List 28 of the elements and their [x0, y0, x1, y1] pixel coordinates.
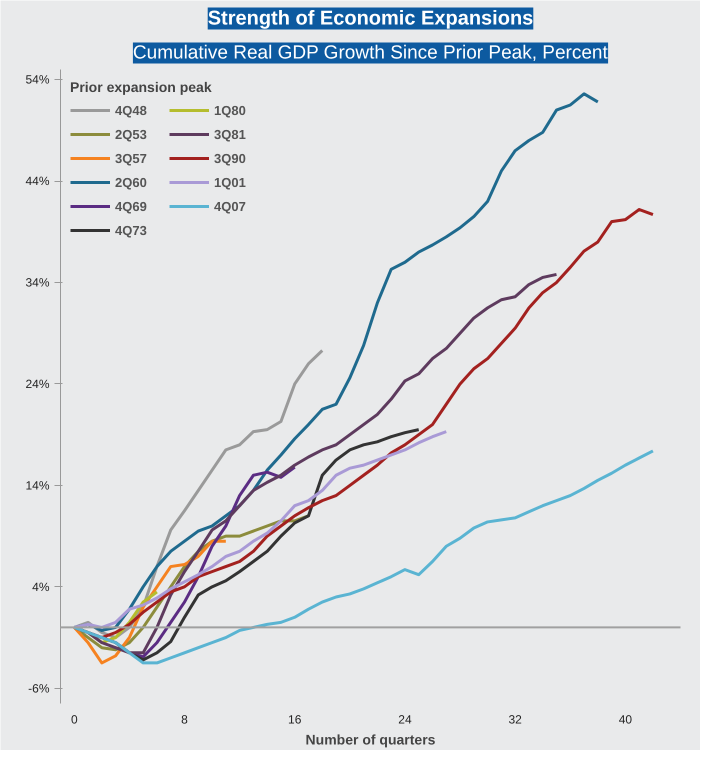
x-tick-label: 32	[508, 712, 522, 726]
legend-label: 1Q01	[214, 174, 247, 190]
chart-title: Strength of Economic Expansions	[208, 8, 534, 30]
chart-subtitle: Cumulative Real GDP Growth Since Prior Peak, Percent	[132, 42, 608, 64]
legend-label: 3Q90	[214, 150, 247, 166]
y-tick-label: -6%	[28, 681, 50, 696]
x-tick-label: 40	[618, 712, 632, 726]
legend-label: 3Q81	[214, 126, 247, 142]
y-tick-label: 24%	[25, 376, 50, 391]
legend-label: 3Q57	[115, 150, 148, 166]
legend-label: 4Q07	[214, 198, 247, 214]
legend-label: 1Q80	[214, 102, 247, 118]
y-tick-label: 14%	[25, 478, 50, 492]
legend-label: 4Q48	[115, 102, 148, 118]
legend-label: 2Q53	[115, 126, 148, 142]
y-tick-label: 4%	[32, 580, 50, 594]
y-tick-label: 54%	[25, 72, 50, 87]
legend-label: 4Q73	[115, 222, 148, 238]
x-tick-label: 8	[181, 712, 188, 726]
x-tick-label: 0	[70, 712, 78, 726]
x-tick-label: 16	[288, 712, 302, 726]
legend-label: 2Q60	[115, 174, 148, 190]
y-tick-label: 44%	[25, 174, 50, 188]
x-tick-label: 24	[398, 712, 412, 726]
legend-title: Prior expansion peak	[70, 79, 213, 95]
y-tick-label: 34%	[25, 276, 50, 290]
x-axis-title: Number of quarters	[306, 732, 436, 748]
legend-label: 4Q69	[115, 198, 148, 214]
